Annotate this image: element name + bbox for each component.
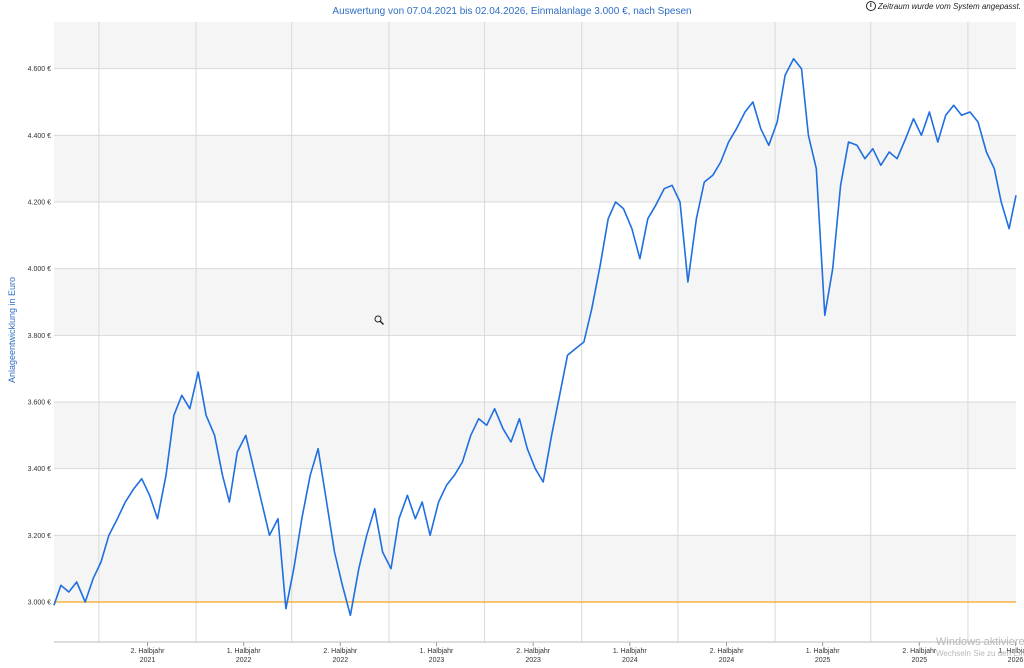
x-tick-label: 2. Halbjahr xyxy=(323,648,358,655)
background-band xyxy=(54,468,1016,536)
magnifier-cursor-icon xyxy=(374,315,384,325)
series-lines xyxy=(53,57,1017,617)
x-tick-label-year: 2024 xyxy=(719,657,735,664)
background-band xyxy=(54,202,1016,269)
y-tick-label: 3.600 € xyxy=(28,400,51,407)
y-tick-label: 3.200 € xyxy=(28,533,51,540)
x-axis-ticks: 2. Halbjahr 2021 1. Halbjahr 2022 2. Halbjah… xyxy=(131,642,1024,664)
y-tick-label: 3.400 € xyxy=(28,466,51,473)
background-band xyxy=(54,268,1016,336)
x-tick-label-year: 2026 xyxy=(1008,657,1024,664)
background-band xyxy=(54,335,1016,402)
watermark-line2: Wechseln Sie zu den Einstellungen xyxy=(936,649,1024,658)
y-tick-label: 3.000 € xyxy=(28,600,51,607)
y-tick-label: 3.800 € xyxy=(28,333,51,340)
x-tick-label-year: 2022 xyxy=(236,657,252,664)
info-icon: i xyxy=(865,1,876,11)
x-tick-label-year: 2023 xyxy=(525,657,541,664)
windows-activation-watermark: Windows aktivieren Wechseln Sie zu den E… xyxy=(936,636,1024,666)
background-band xyxy=(54,135,1016,202)
y-tick-label: 4.200 € xyxy=(28,200,51,207)
background-band xyxy=(54,535,1016,602)
background-band xyxy=(54,402,1016,469)
background-bands xyxy=(54,22,1016,642)
x-tick-label: 1. Halbjahr xyxy=(420,648,455,655)
x-tick-label: 1. Halbjahr xyxy=(806,648,841,655)
x-tick-label: 2. Halbjahr xyxy=(131,648,166,655)
x-tick-label-year: 2024 xyxy=(622,657,638,664)
x-tick-label-year: 2023 xyxy=(429,657,445,664)
x-tick-label: 2. Halbjahr xyxy=(516,648,551,655)
performance-line xyxy=(53,57,1017,617)
x-tick-label: 1. Halbjahr xyxy=(227,648,262,655)
x-tick-label-year: 2022 xyxy=(333,657,349,664)
x-tick-label-year: 2025 xyxy=(912,657,928,664)
x-tick-label: 2. Halbjahr xyxy=(710,648,745,655)
chart-title: Auswertung von 07.04.2021 bis 02.04.2026… xyxy=(332,6,692,17)
y-axis-ticks: 3.000 € 3.200 € 3.400 € 3.600 € 3.800 € 4.000… xyxy=(28,66,51,606)
x-tick-label: 2. Halbjahr xyxy=(902,648,937,655)
watermark-line1: Windows aktivieren xyxy=(936,636,1024,648)
background-band xyxy=(54,602,1016,642)
y-tick-label: 4.600 € xyxy=(28,66,51,73)
gridlines xyxy=(54,22,1016,642)
x-tick-label-year: 2025 xyxy=(815,657,831,664)
y-tick-label: 4.000 € xyxy=(28,266,51,273)
y-tick-label: 4.400 € xyxy=(28,133,51,140)
system-notice: i Zeitraum wurde vom System angepasst. xyxy=(865,1,1021,11)
system-notice-text: Zeitraum wurde vom System angepasst. xyxy=(877,1,1021,11)
x-tick-label-year: 2021 xyxy=(140,657,156,664)
x-tick-label: 1. Halbjahr xyxy=(613,648,648,655)
background-band xyxy=(54,68,1016,136)
background-band xyxy=(54,22,1016,69)
x-tick-label: 1. Halbjahr xyxy=(999,648,1024,655)
